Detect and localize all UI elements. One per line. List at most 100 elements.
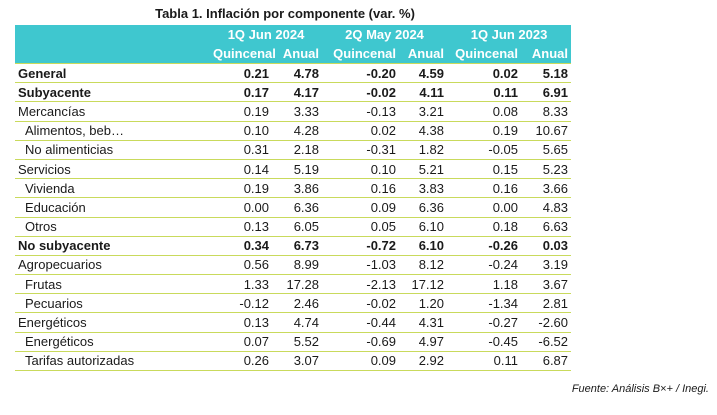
table-row: Educación 0.00 6.36 0.09 6.36 0.00 4.83 (15, 197, 572, 218)
row-label: Energéticos (15, 312, 210, 333)
table-row: Otros 0.13 6.05 0.05 6.10 0.18 6.63 (15, 217, 572, 237)
cell-quincenal: 0.26 (210, 351, 272, 372)
cell-quincenal: 0.08 (447, 101, 522, 122)
table-row: Frutas 1.33 17.28 -2.13 17.12 1.18 3.67 (15, 274, 572, 295)
cell-anual: 3.67 (521, 274, 572, 295)
table-row: Energéticos 0.13 4.74 -0.44 4.31 -0.27 -2.60 (15, 312, 572, 333)
table-row: Vivienda 0.19 3.86 0.16 3.83 0.16 3.66 (15, 178, 572, 199)
cell-quincenal: 0.19 (210, 178, 272, 199)
cell-anual: 17.28 (272, 274, 323, 295)
row-label: Agropecuarios (15, 255, 210, 276)
cell-anual: -6.52 (521, 332, 572, 352)
cell-anual: -2.60 (521, 312, 572, 333)
cell-anual: 2.46 (272, 293, 323, 314)
row-label: Mercancías (15, 101, 210, 122)
table-row: Pecuarios -0.12 2.46 -0.02 1.20 -1.34 2.81 (15, 293, 572, 314)
cell-quincenal: 0.13 (210, 312, 272, 333)
table-row: Tarifas autorizadas 0.26 3.07 0.09 2.92 0.11 6… (15, 351, 572, 372)
row-label: No alimenticias (15, 140, 210, 160)
row-label: Servicios (15, 159, 210, 180)
cell-anual: 2.81 (521, 293, 572, 314)
cell-anual: 4.17 (272, 82, 323, 103)
table-row: Alimentos, beb… 0.10 4.28 0.02 4.38 0.19 10.67 (15, 121, 572, 141)
row-label: Educación (15, 197, 210, 218)
cell-quincenal: 0.17 (210, 82, 272, 103)
row-label: Pecuarios (15, 293, 210, 314)
cell-quincenal: 0.11 (447, 82, 522, 103)
cell-anual: 4.97 (399, 332, 448, 352)
cell-quincenal: -1.34 (447, 293, 522, 314)
cell-anual: 4.59 (399, 62, 448, 84)
table-title: Tabla 1. Inflación por componente (var. … (155, 6, 415, 21)
cell-anual: 8.99 (272, 255, 323, 276)
cell-anual: 6.36 (272, 197, 323, 218)
cell-anual: 5.52 (272, 332, 323, 352)
subheader-anual: Anual (282, 46, 320, 61)
cell-anual: 4.31 (399, 312, 448, 333)
table-row: No subyacente 0.34 6.73 -0.72 6.10 -0.26 0.03 (15, 236, 572, 256)
cell-quincenal: 0.09 (322, 351, 400, 372)
table-row: Agropecuarios 0.56 8.99 -1.03 8.12 -0.24 3.19 (15, 255, 572, 276)
cell-quincenal: -0.02 (322, 293, 400, 314)
row-label: Subyacente (15, 82, 210, 103)
period-header: 1Q Jun 2024 (227, 27, 305, 42)
cell-quincenal: -0.45 (447, 332, 522, 352)
cell-quincenal: -0.27 (447, 312, 522, 333)
table-row: Energéticos 0.07 5.52 -0.69 4.97 -0.45 -6.52 (15, 332, 572, 352)
cell-quincenal: 0.16 (322, 178, 400, 199)
cell-anual: 6.05 (272, 217, 323, 237)
period-header-row: 1Q Jun 2024 2Q May 2024 1Q Jun 2023 (15, 25, 572, 44)
cell-anual: 4.83 (521, 197, 572, 218)
cell-anual: 5.18 (521, 62, 572, 84)
cell-anual: 3.66 (521, 178, 572, 199)
cell-quincenal: -0.05 (447, 140, 522, 160)
cell-quincenal: 0.07 (210, 332, 272, 352)
cell-quincenal: 1.33 (210, 274, 272, 295)
cell-anual: 8.12 (399, 255, 448, 276)
cell-anual: 3.19 (521, 255, 572, 276)
row-label: Alimentos, beb… (15, 121, 210, 141)
cell-quincenal: 0.21 (210, 62, 272, 84)
cell-quincenal: 0.09 (322, 197, 400, 218)
inflation-table: 1Q Jun 2024 2Q May 2024 1Q Jun 2023 Quin… (15, 25, 572, 372)
cell-anual: 3.33 (272, 101, 323, 122)
cell-quincenal: 0.02 (322, 121, 400, 141)
cell-anual: 6.91 (521, 82, 572, 103)
cell-quincenal: 0.10 (210, 121, 272, 141)
cell-anual: 6.10 (399, 236, 448, 256)
subheader-quincenal: Quincenal (455, 46, 519, 61)
cell-quincenal: 0.13 (210, 217, 272, 237)
cell-anual: 3.83 (399, 178, 448, 199)
cell-quincenal: -0.12 (210, 293, 272, 314)
cell-quincenal: -0.02 (322, 82, 400, 103)
cell-quincenal: -2.13 (322, 274, 400, 295)
cell-anual: 4.38 (399, 121, 448, 141)
table-body: General 0.21 4.78 -0.20 4.59 0.02 5.18 Subyacen… (15, 62, 572, 372)
cell-anual: 3.86 (272, 178, 323, 199)
subheader-anual: Anual (407, 46, 445, 61)
row-label: Energéticos (15, 332, 210, 352)
header-blank-cell (15, 25, 210, 44)
cell-anual: 0.03 (521, 236, 572, 256)
cell-anual: 4.28 (272, 121, 323, 141)
table-row: Servicios 0.14 5.19 0.10 5.21 0.15 5.23 (15, 159, 572, 180)
cell-quincenal: -0.24 (447, 255, 522, 276)
cell-anual: 5.19 (272, 159, 323, 180)
cell-quincenal: 0.34 (210, 236, 272, 256)
row-label: General (15, 62, 210, 84)
cell-anual: 3.21 (399, 101, 448, 122)
cell-quincenal: -0.20 (322, 62, 400, 84)
cell-anual: 6.87 (521, 351, 572, 372)
cell-anual: 5.65 (521, 140, 572, 160)
cell-quincenal: 0.16 (447, 178, 522, 199)
cell-quincenal: 0.31 (210, 140, 272, 160)
cell-quincenal: -1.03 (322, 255, 400, 276)
period-header: 2Q May 2024 (345, 27, 424, 42)
cell-quincenal: -0.69 (322, 332, 400, 352)
cell-anual: 5.23 (521, 159, 572, 180)
cell-anual: 2.18 (272, 140, 323, 160)
cell-anual: 6.73 (272, 236, 323, 256)
table-row: Mercancías 0.19 3.33 -0.13 3.21 0.08 8.33 (15, 101, 572, 122)
cell-quincenal: 0.15 (447, 159, 522, 180)
header-blank-cell (15, 44, 210, 64)
